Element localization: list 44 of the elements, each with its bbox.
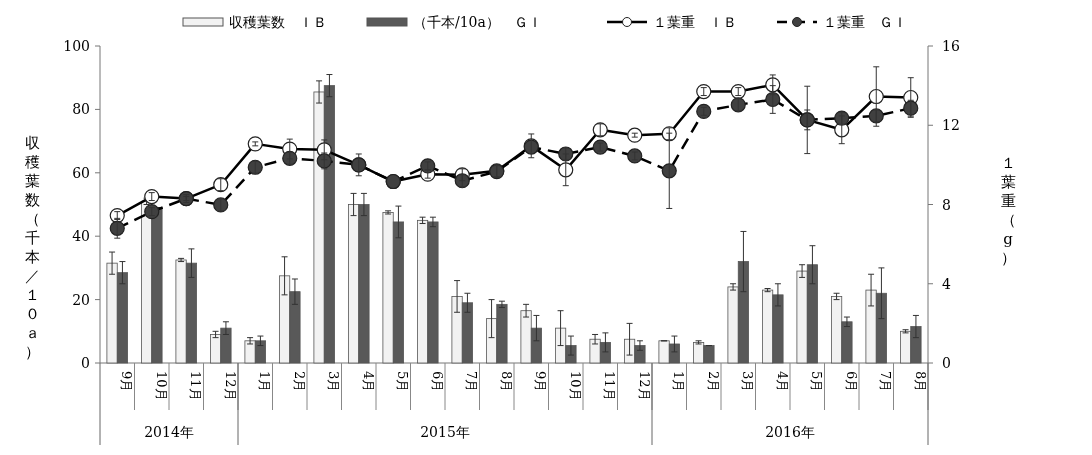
legend-label: １葉重 ＩＢ [653,14,737,30]
x-tick-label: 7月 [464,371,480,393]
y-tick-label: 60 [72,164,90,181]
x-tick-label: 1月 [671,371,687,393]
y-tick-label: 80 [72,101,90,118]
y-tick-label: 0 [81,355,90,371]
text: 2016年 [765,424,815,440]
y2-tick-label: 0 [942,355,951,371]
y2-axis-title: １葉重（g） [1000,154,1016,267]
x-tick-label: 4月 [360,371,376,393]
x-tick-label: 6月 [843,371,859,393]
x-tick-label: 10月 [153,371,169,401]
x-tick-label: 8月 [912,371,928,393]
legend-label: １葉重 ＧＩ [823,14,907,30]
x-tick-label: 3月 [740,371,756,393]
x-tick-label: 9月 [533,371,549,393]
x-tick-label: 7月 [878,371,894,393]
x-tick-label: 10月 [567,371,583,401]
x-tick-label: 4月 [774,371,790,393]
legend-label: （千本/10a） ＧＩ [413,14,542,30]
y-tick-label: 20 [72,291,90,308]
x-tick-label: 2月 [291,371,307,393]
x-tick-label: 11月 [188,371,204,401]
x-tick-label: 12月 [636,371,652,401]
x-tick-label: 11月 [602,371,618,401]
legend-label: 収穫葉数 ＩＢ [229,14,327,30]
y2-tick-label: 8 [942,196,951,213]
text: 2014年 [144,424,194,440]
x-tick-label: 2月 [705,371,721,393]
x-tick-label: 8月 [498,371,514,393]
y2-tick-label: 12 [942,117,960,134]
y2-tick-label: 16 [942,38,960,54]
x-tick-label: 5月 [809,371,825,393]
y2-tick-label: 4 [942,275,951,292]
y-tick-label: 100 [63,38,90,54]
x-tick-label: 1月 [257,371,273,393]
x-tick-label: 3月 [326,371,342,393]
text: 収穫葉数（千本／１０ａ） [24,134,40,361]
x-tick-label: 5月 [395,371,411,393]
x-tick-label: 12月 [222,371,238,401]
x-tick-label: 6月 [429,371,445,393]
text: 2015年 [420,424,470,440]
x-tick-label: 9月 [119,371,135,393]
y-tick-label: 40 [72,228,90,245]
